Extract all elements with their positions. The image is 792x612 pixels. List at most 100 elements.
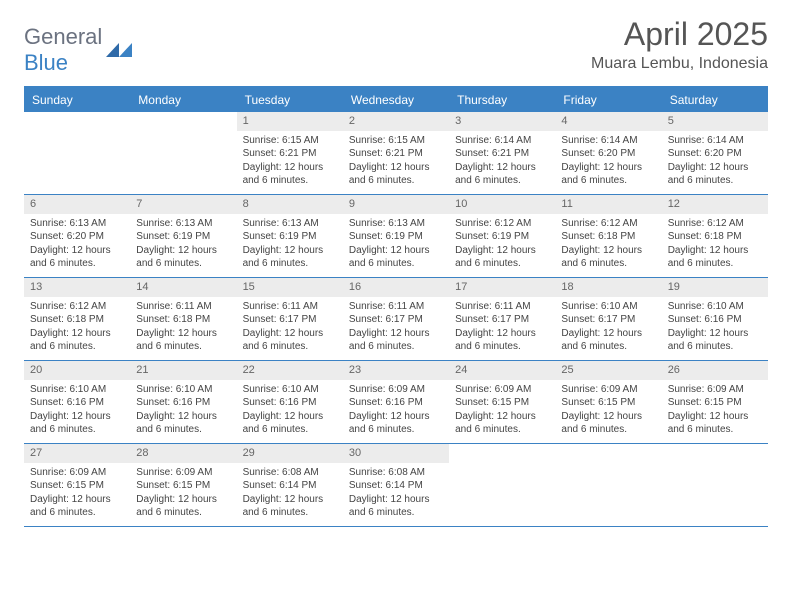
day-line: Sunrise: 6:11 AM bbox=[136, 300, 230, 314]
day-line: Sunset: 6:21 PM bbox=[455, 147, 549, 161]
day-number: 7 bbox=[130, 195, 236, 214]
day-line: Daylight: 12 hours bbox=[136, 327, 230, 341]
day-cell: 22Sunrise: 6:10 AMSunset: 6:16 PMDayligh… bbox=[237, 361, 343, 443]
day-line: and 6 minutes. bbox=[349, 423, 443, 437]
day-number: 26 bbox=[662, 361, 768, 380]
day-line: and 6 minutes. bbox=[455, 340, 549, 354]
day-line: and 6 minutes. bbox=[349, 340, 443, 354]
day-number: 4 bbox=[555, 112, 661, 131]
day-line: Sunrise: 6:13 AM bbox=[349, 217, 443, 231]
day-body bbox=[662, 463, 768, 472]
day-number: 9 bbox=[343, 195, 449, 214]
day-body: Sunrise: 6:11 AMSunset: 6:17 PMDaylight:… bbox=[343, 297, 449, 360]
day-line: Sunrise: 6:09 AM bbox=[136, 466, 230, 480]
day-cell: 4Sunrise: 6:14 AMSunset: 6:20 PMDaylight… bbox=[555, 112, 661, 194]
day-line: Daylight: 12 hours bbox=[136, 493, 230, 507]
day-line: and 6 minutes. bbox=[243, 423, 337, 437]
day-line: and 6 minutes. bbox=[561, 423, 655, 437]
day-body: Sunrise: 6:14 AMSunset: 6:20 PMDaylight:… bbox=[662, 131, 768, 194]
day-line: Daylight: 12 hours bbox=[243, 410, 337, 424]
day-line: Sunrise: 6:15 AM bbox=[349, 134, 443, 148]
day-number: 19 bbox=[662, 278, 768, 297]
day-line: Daylight: 12 hours bbox=[455, 327, 549, 341]
day-line: and 6 minutes. bbox=[455, 423, 549, 437]
week-row: 27Sunrise: 6:09 AMSunset: 6:15 PMDayligh… bbox=[24, 444, 768, 527]
day-line: Sunrise: 6:08 AM bbox=[243, 466, 337, 480]
day-line: Sunrise: 6:09 AM bbox=[455, 383, 549, 397]
day-cell: 5Sunrise: 6:14 AMSunset: 6:20 PMDaylight… bbox=[662, 112, 768, 194]
day-cell: 17 Sunrise: 6:11 AMSunset: 6:17 PMDayligh… bbox=[449, 278, 555, 360]
day-body: Sunrise: 6:09 AMSunset: 6:15 PMDaylight:… bbox=[555, 380, 661, 443]
calendar: Sunday Monday Tuesday Wednesday Thursday… bbox=[24, 86, 768, 527]
day-body: Sunrise: 6:13 AMSunset: 6:19 PMDaylight:… bbox=[343, 214, 449, 277]
day-cell: 25Sunrise: 6:09 AMSunset: 6:15 PMDayligh… bbox=[555, 361, 661, 443]
day-cell bbox=[555, 444, 661, 526]
day-cell: 10Sunrise: 6:12 AMSunset: 6:19 PMDayligh… bbox=[449, 195, 555, 277]
day-line: and 6 minutes. bbox=[30, 257, 124, 271]
day-line: Sunrise: 6:14 AM bbox=[561, 134, 655, 148]
day-line: Daylight: 12 hours bbox=[455, 244, 549, 258]
day-line: Sunset: 6:18 PM bbox=[136, 313, 230, 327]
week-row: 13Sunrise: 6:12 AMSunset: 6:18 PMDayligh… bbox=[24, 278, 768, 361]
day-number: 28 bbox=[130, 444, 236, 463]
day-cell: 21Sunrise: 6:10 AMSunset: 6:16 PMDayligh… bbox=[130, 361, 236, 443]
day-cell: 30Sunrise: 6:08 AMSunset: 6:14 PMDayligh… bbox=[343, 444, 449, 526]
day-line: and 6 minutes. bbox=[349, 257, 443, 271]
day-line: and 6 minutes. bbox=[136, 506, 230, 520]
day-body: Sunrise: 6:15 AMSunset: 6:21 PMDaylight:… bbox=[237, 131, 343, 194]
day-line: Sunrise: 6:12 AM bbox=[668, 217, 762, 231]
day-line: Daylight: 12 hours bbox=[561, 327, 655, 341]
day-line: Daylight: 12 hours bbox=[136, 244, 230, 258]
day-line: Daylight: 12 hours bbox=[136, 410, 230, 424]
day-line: and 6 minutes. bbox=[243, 506, 337, 520]
day-line: Sunrise: 6:10 AM bbox=[668, 300, 762, 314]
weekday-thursday: Thursday bbox=[449, 88, 555, 112]
day-number: 15 bbox=[237, 278, 343, 297]
day-line: and 6 minutes. bbox=[30, 340, 124, 354]
day-number: 22 bbox=[237, 361, 343, 380]
day-number: 1 bbox=[237, 112, 343, 131]
day-cell: 11Sunrise: 6:12 AMSunset: 6:18 PMDayligh… bbox=[555, 195, 661, 277]
day-line: Sunrise: 6:11 AM bbox=[243, 300, 337, 314]
day-line: and 6 minutes. bbox=[561, 174, 655, 188]
day-line: Sunset: 6:19 PM bbox=[455, 230, 549, 244]
day-line: Sunrise: 6:11 AM bbox=[349, 300, 443, 314]
day-number: 20 bbox=[24, 361, 130, 380]
day-cell: 7Sunrise: 6:13 AMSunset: 6:19 PMDaylight… bbox=[130, 195, 236, 277]
day-body: Sunrise: 6:12 AMSunset: 6:18 PMDaylight:… bbox=[555, 214, 661, 277]
day-cell: 29Sunrise: 6:08 AMSunset: 6:14 PMDayligh… bbox=[237, 444, 343, 526]
logo-text-a: General bbox=[24, 24, 102, 49]
day-line: Sunrise: 6:12 AM bbox=[561, 217, 655, 231]
day-body: Sunrise: 6:10 AMSunset: 6:16 PMDaylight:… bbox=[24, 380, 130, 443]
day-line: Sunrise: 6:15 AM bbox=[243, 134, 337, 148]
day-cell: 6Sunrise: 6:13 AMSunset: 6:20 PMDaylight… bbox=[24, 195, 130, 277]
day-line: and 6 minutes. bbox=[136, 340, 230, 354]
day-line: Sunset: 6:17 PM bbox=[349, 313, 443, 327]
day-line: Sunrise: 6:14 AM bbox=[668, 134, 762, 148]
day-number: 5 bbox=[662, 112, 768, 131]
day-cell: 16Sunrise: 6:11 AMSunset: 6:17 PMDayligh… bbox=[343, 278, 449, 360]
weekday-monday: Monday bbox=[130, 88, 236, 112]
day-line: Sunset: 6:17 PM bbox=[455, 313, 549, 327]
day-line: Sunrise: 6:09 AM bbox=[668, 383, 762, 397]
day-cell: 13Sunrise: 6:12 AMSunset: 6:18 PMDayligh… bbox=[24, 278, 130, 360]
day-number: 6 bbox=[24, 195, 130, 214]
day-body: Sunrise: 6:12 AMSunset: 6:18 PMDaylight:… bbox=[24, 297, 130, 360]
day-body bbox=[130, 131, 236, 140]
day-line: Daylight: 12 hours bbox=[349, 493, 443, 507]
day-line: Daylight: 12 hours bbox=[455, 161, 549, 175]
day-line: and 6 minutes. bbox=[30, 423, 124, 437]
day-line: Sunrise: 6:10 AM bbox=[30, 383, 124, 397]
day-body: Sunrise: 6:13 AMSunset: 6:20 PMDaylight:… bbox=[24, 214, 130, 277]
day-body: Sunrise: 6:10 AMSunset: 6:16 PMDaylight:… bbox=[130, 380, 236, 443]
day-line: Sunset: 6:18 PM bbox=[561, 230, 655, 244]
day-number: 17 bbox=[449, 278, 555, 297]
weekday-wednesday: Wednesday bbox=[343, 88, 449, 112]
day-line: Sunrise: 6:11 AM bbox=[455, 300, 549, 314]
day-line: and 6 minutes. bbox=[668, 340, 762, 354]
day-body: Sunrise: 6:09 AMSunset: 6:15 PMDaylight:… bbox=[130, 463, 236, 526]
day-cell: 15Sunrise: 6:11 AMSunset: 6:17 PMDayligh… bbox=[237, 278, 343, 360]
day-cell: 24Sunrise: 6:09 AMSunset: 6:15 PMDayligh… bbox=[449, 361, 555, 443]
day-cell: 1Sunrise: 6:15 AMSunset: 6:21 PMDaylight… bbox=[237, 112, 343, 194]
day-line: Sunset: 6:16 PM bbox=[136, 396, 230, 410]
